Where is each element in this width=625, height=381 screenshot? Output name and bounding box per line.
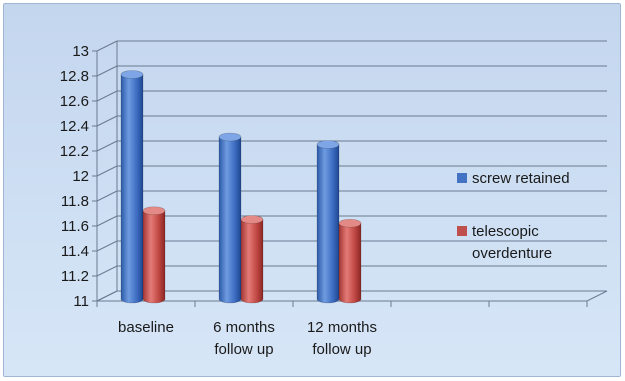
bar bbox=[240, 215, 264, 304]
gridline-side bbox=[96, 115, 118, 127]
legend: screw retained telescopic overdenture bbox=[457, 170, 570, 262]
y-tick-label: 11.2 bbox=[61, 268, 89, 285]
legend-swatch bbox=[457, 226, 467, 236]
bar-body bbox=[218, 136, 242, 304]
bar-body bbox=[316, 144, 340, 304]
gridline-side bbox=[96, 265, 118, 277]
gridline-side bbox=[96, 90, 118, 102]
legend-label: screw retained bbox=[472, 170, 570, 187]
x-category-label: baseline bbox=[118, 319, 174, 336]
bar bbox=[316, 140, 340, 304]
gridline-side bbox=[96, 215, 118, 227]
floor bbox=[96, 290, 608, 302]
bar-cap bbox=[316, 140, 340, 149]
y-tick-label: 12 bbox=[72, 168, 89, 185]
legend-label: telescopic overdenture bbox=[472, 223, 552, 262]
y-tick-label: 12.4 bbox=[60, 118, 89, 135]
bar-body bbox=[338, 222, 362, 304]
x-category-label: 12 months follow up bbox=[307, 319, 377, 358]
bar-body bbox=[142, 210, 166, 304]
bars bbox=[120, 70, 362, 304]
bar-cap bbox=[120, 70, 144, 79]
gridlines bbox=[92, 40, 608, 307]
gridline-side bbox=[96, 65, 118, 77]
y-tick-label: 11.4 bbox=[61, 243, 89, 260]
bar bbox=[218, 132, 242, 304]
gridline-side bbox=[96, 165, 118, 177]
bar-body bbox=[240, 219, 264, 304]
bar-chart: 11 11.2 11.4 11.6 11.8 12 12.2 12.4 12.6 12.8 13 b… bbox=[60, 40, 608, 358]
x-category-label: 6 months follow up bbox=[213, 319, 275, 358]
y-axis-ticks: 11 11.2 11.4 11.6 11.8 12 12.2 12.4 12.6 12.8 13 bbox=[60, 43, 89, 310]
bar-cap bbox=[218, 132, 242, 142]
legend-item: screw retained bbox=[457, 170, 570, 187]
bar bbox=[338, 218, 362, 304]
y-tick-label: 12.8 bbox=[60, 68, 89, 85]
bar bbox=[142, 206, 166, 304]
gridline-side bbox=[96, 190, 118, 202]
y-tick-label: 11.6 bbox=[61, 218, 89, 235]
x-axis-categories: baseline 6 months follow up 12 months follow… bbox=[118, 319, 377, 358]
y-tick-label: 11.8 bbox=[61, 193, 89, 210]
bar-body bbox=[120, 74, 144, 304]
bar-cap bbox=[240, 215, 264, 224]
bar-cap bbox=[142, 206, 166, 216]
bar-cap bbox=[338, 218, 362, 228]
gridline-side bbox=[96, 240, 118, 252]
y-tick-label: 12.6 bbox=[60, 93, 89, 110]
gridline-side bbox=[96, 140, 118, 152]
y-tick-label: 13 bbox=[72, 43, 89, 60]
bar bbox=[120, 70, 144, 304]
y-tick-label: 11 bbox=[73, 293, 89, 310]
y-tick-label: 12.2 bbox=[60, 143, 89, 160]
gridline-side bbox=[96, 40, 118, 52]
legend-item: telescopic overdenture bbox=[457, 223, 552, 262]
legend-swatch bbox=[457, 173, 467, 183]
chart-area: 11 11.2 11.4 11.6 11.8 12 12.2 12.4 12.6 12.8 13 b… bbox=[3, 3, 621, 377]
